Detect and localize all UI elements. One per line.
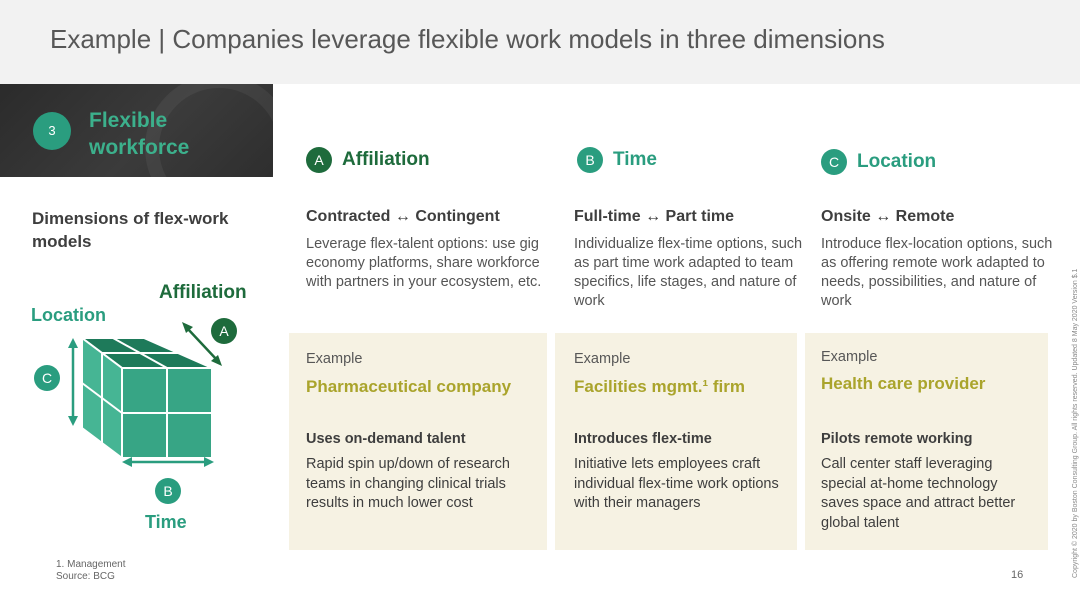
column-time-header: B Time: [577, 147, 657, 173]
cube-icon: [68, 322, 222, 467]
affiliation-subtitle: Contracted ↔ Contingent: [306, 208, 500, 225]
example-heading: Pilots remote working: [821, 431, 973, 447]
column-location-header: C Location: [821, 149, 936, 175]
marker-c-icon: C: [821, 149, 847, 175]
marker-b-icon: B: [577, 147, 603, 173]
example-company: Pharmaceutical company: [306, 377, 512, 396]
column-affiliation-header: A Affiliation: [306, 147, 430, 173]
dimensions-heading: Dimensions of flex-work models: [32, 209, 229, 251]
example-label: Example: [306, 351, 363, 367]
example-heading: Uses on-demand talent: [306, 431, 466, 447]
time-subtitle: Full-time ↔ Part time: [574, 208, 735, 225]
section-title: Flexible workforce: [89, 109, 190, 159]
example-body: Call center staff leveraging special at-…: [821, 456, 1016, 531]
column-location-title: Location: [857, 151, 937, 172]
affiliation-label: Affiliation: [159, 282, 247, 303]
example-body: Rapid spin up/down of research teams in …: [306, 456, 510, 511]
example-label: Example: [574, 351, 631, 367]
example-label: Example: [821, 349, 878, 365]
column-affiliation-title: Affiliation: [342, 149, 430, 170]
page-number: 16: [1011, 569, 1024, 581]
marker-a-badge: A: [211, 318, 237, 344]
source-text: Source: BCG: [56, 571, 115, 582]
example-heading: Introduces flex-time: [574, 431, 712, 447]
marker-b-badge: B: [155, 478, 181, 504]
location-description: Introduce flex-location options, such as…: [821, 236, 1053, 309]
column-time-title: Time: [613, 149, 658, 170]
location-label: Location: [31, 305, 106, 325]
example-body: Initiative lets employees craft individu…: [574, 456, 779, 511]
example-card-affiliation: [289, 333, 547, 550]
time-description: Individualize flex-time options, such as…: [574, 236, 803, 309]
footnote: 1. Management Source: BCG: [56, 559, 126, 583]
title-bar: [0, 0, 1080, 84]
marker-a-icon: A: [306, 147, 332, 173]
section-number-badge: 3: [33, 112, 71, 150]
footnote-text: 1. Management: [56, 559, 126, 570]
page-title: Example | Companies leverage flexible wo…: [50, 24, 885, 54]
example-company: Health care provider: [821, 374, 986, 393]
example-card-location: [805, 333, 1048, 550]
marker-c-badge: C: [34, 365, 60, 391]
example-company: Facilities mgmt.¹ firm: [574, 377, 745, 396]
affiliation-description: Leverage flex-talent options: use gig ec…: [306, 236, 542, 290]
time-label: Time: [145, 512, 187, 532]
copyright-text: Copyright © 2020 by Boston Consulting Gr…: [1072, 268, 1079, 578]
example-card-time: [555, 333, 797, 550]
location-subtitle: Onsite ↔ Remote: [821, 208, 955, 225]
